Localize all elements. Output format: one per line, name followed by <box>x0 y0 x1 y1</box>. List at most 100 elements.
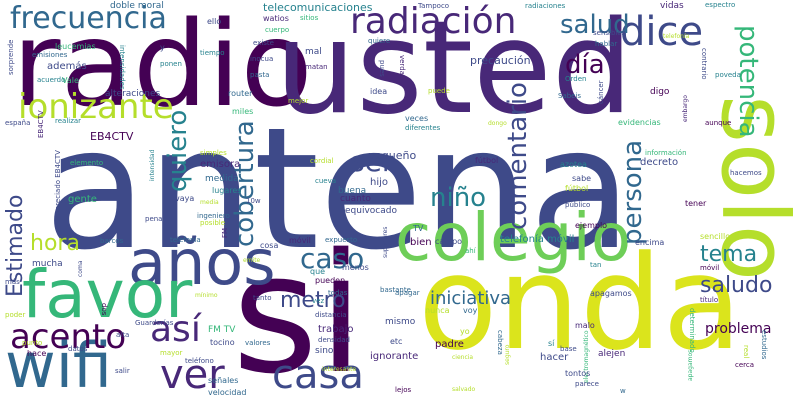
cloud-word: sitios <box>300 14 319 22</box>
cloud-word: mínimo <box>195 292 218 299</box>
cloud-word: onda <box>418 227 743 379</box>
cloud-word: vidas <box>660 1 684 11</box>
cloud-word: poveda <box>715 71 741 79</box>
cloud-word: Orden <box>565 75 587 83</box>
cloud-word: puede <box>428 87 450 95</box>
cloud-word: TV <box>413 224 424 233</box>
cloud-word: espectro <box>705 1 736 9</box>
cloud-word: cordial <box>310 157 334 165</box>
cloud-word: hijo <box>370 177 389 188</box>
cloud-word: medida <box>205 174 239 184</box>
cloud-word: existe <box>253 39 274 47</box>
cloud-word: así <box>150 309 201 350</box>
cloud-word: ignorante <box>370 351 419 362</box>
cloud-word: móvil <box>700 264 720 272</box>
cloud-word: tema <box>700 242 758 267</box>
cloud-word: inocua <box>250 55 274 63</box>
cloud-word: potencia <box>733 25 763 138</box>
cloud-word: telefonía <box>170 236 201 244</box>
cloud-word: telefonía móvil <box>500 234 575 245</box>
cloud-word: azotea <box>560 160 587 169</box>
cloud-word: alteraciones <box>105 89 161 99</box>
cloud-word: colegio <box>395 199 632 276</box>
cloud-word: router <box>228 89 253 98</box>
cloud-word: datos <box>68 345 88 353</box>
cloud-word: Vale <box>62 76 79 85</box>
cloud-word: acento <box>10 317 127 357</box>
cloud-word: frecuencia <box>10 1 167 36</box>
cloud-word: precaución <box>470 54 531 67</box>
cloud-word: público <box>565 201 591 209</box>
cloud-word: dos <box>100 303 108 316</box>
cloud-word: EB4CTV <box>90 130 134 143</box>
cloud-word: caso <box>300 242 365 275</box>
cloud-word: watios <box>263 14 289 23</box>
cloud-word: quiere <box>368 37 391 45</box>
cloud-word: poder <box>5 311 26 319</box>
cloud-word: salir <box>115 367 130 375</box>
cloud-word: tocino <box>210 338 235 347</box>
cloud-word: cuerpo <box>265 26 290 34</box>
cloud-word: radiaciones <box>525 2 566 10</box>
cloud-word: nunca <box>425 306 450 315</box>
cloud-word: real <box>742 345 750 359</box>
cloud-word: ciencia <box>452 354 474 361</box>
cloud-word: hacer <box>540 352 569 363</box>
cloud-word: emite <box>243 257 261 264</box>
cloud-word: velocidad <box>208 388 247 397</box>
cloud-word: seguro <box>504 344 511 365</box>
cloud-word: comentario <box>503 82 533 230</box>
cloud-word: sí <box>548 339 555 348</box>
cloud-word: bien <box>410 237 432 248</box>
cloud-word: favor <box>22 256 193 333</box>
cloud-word: ponen <box>160 60 182 68</box>
cloud-word: trabajo <box>318 324 354 335</box>
cloud-word: ver <box>160 352 225 398</box>
cloud-word: años <box>128 226 276 299</box>
cloud-word: sorprende <box>7 39 15 75</box>
cloud-word: doble moral <box>110 1 164 11</box>
cloud-word: superiores <box>382 226 389 258</box>
cloud-word: parece <box>575 380 599 388</box>
cloud-word: mejor <box>288 97 309 105</box>
cloud-word: coma <box>77 260 84 278</box>
cloud-word: determinado <box>688 308 696 353</box>
cloud-word: sensibles <box>593 29 626 37</box>
cloud-word: telecomunicaciones <box>263 1 373 14</box>
cloud-word: tener <box>685 199 707 208</box>
cloud-word: barcos <box>100 237 124 245</box>
cloud-word: w <box>620 387 626 395</box>
cloud-word: niño <box>430 183 487 213</box>
cloud-word: FM <box>221 227 229 238</box>
cloud-word: sabe <box>572 174 592 183</box>
cloud-word: malo <box>575 321 595 330</box>
cloud-word: pueden <box>315 276 346 285</box>
cloud-word: dongo <box>488 120 507 127</box>
cloud-word: alejen <box>598 349 626 359</box>
cloud-word: digo <box>650 87 670 97</box>
cloud-word: densidad <box>318 336 350 344</box>
cloud-word: si <box>232 218 364 400</box>
cloud-word: decreto <box>640 157 679 168</box>
cloud-word: telefonía <box>663 33 690 40</box>
cloud-word: realizar <box>55 117 82 125</box>
cloud-word: aunque <box>705 119 732 127</box>
cloud-word: posible <box>200 219 226 227</box>
cloud-word: ser <box>350 145 394 178</box>
cloud-word: salvado <box>452 386 476 393</box>
cloud-word: EB4CTV <box>37 110 45 138</box>
cloud-word: problema <box>705 321 772 337</box>
cloud-word: persona <box>618 139 648 245</box>
cloud-word: 10w <box>246 197 261 205</box>
cloud-word: mal <box>305 47 322 57</box>
cloud-word: Tampoco <box>418 2 450 10</box>
cloud-word: Sabeis <box>558 92 582 100</box>
cloud-word: menos <box>342 263 369 272</box>
cloud-word: pena <box>145 215 163 223</box>
cloud-word: radiación <box>350 1 517 42</box>
cloud-word: diferentes <box>405 124 441 132</box>
cloud-word: ello <box>207 17 222 26</box>
cloud-word: alta <box>116 331 130 339</box>
cloud-word: media <box>200 199 219 206</box>
cloud-word: evidencias <box>618 118 661 127</box>
